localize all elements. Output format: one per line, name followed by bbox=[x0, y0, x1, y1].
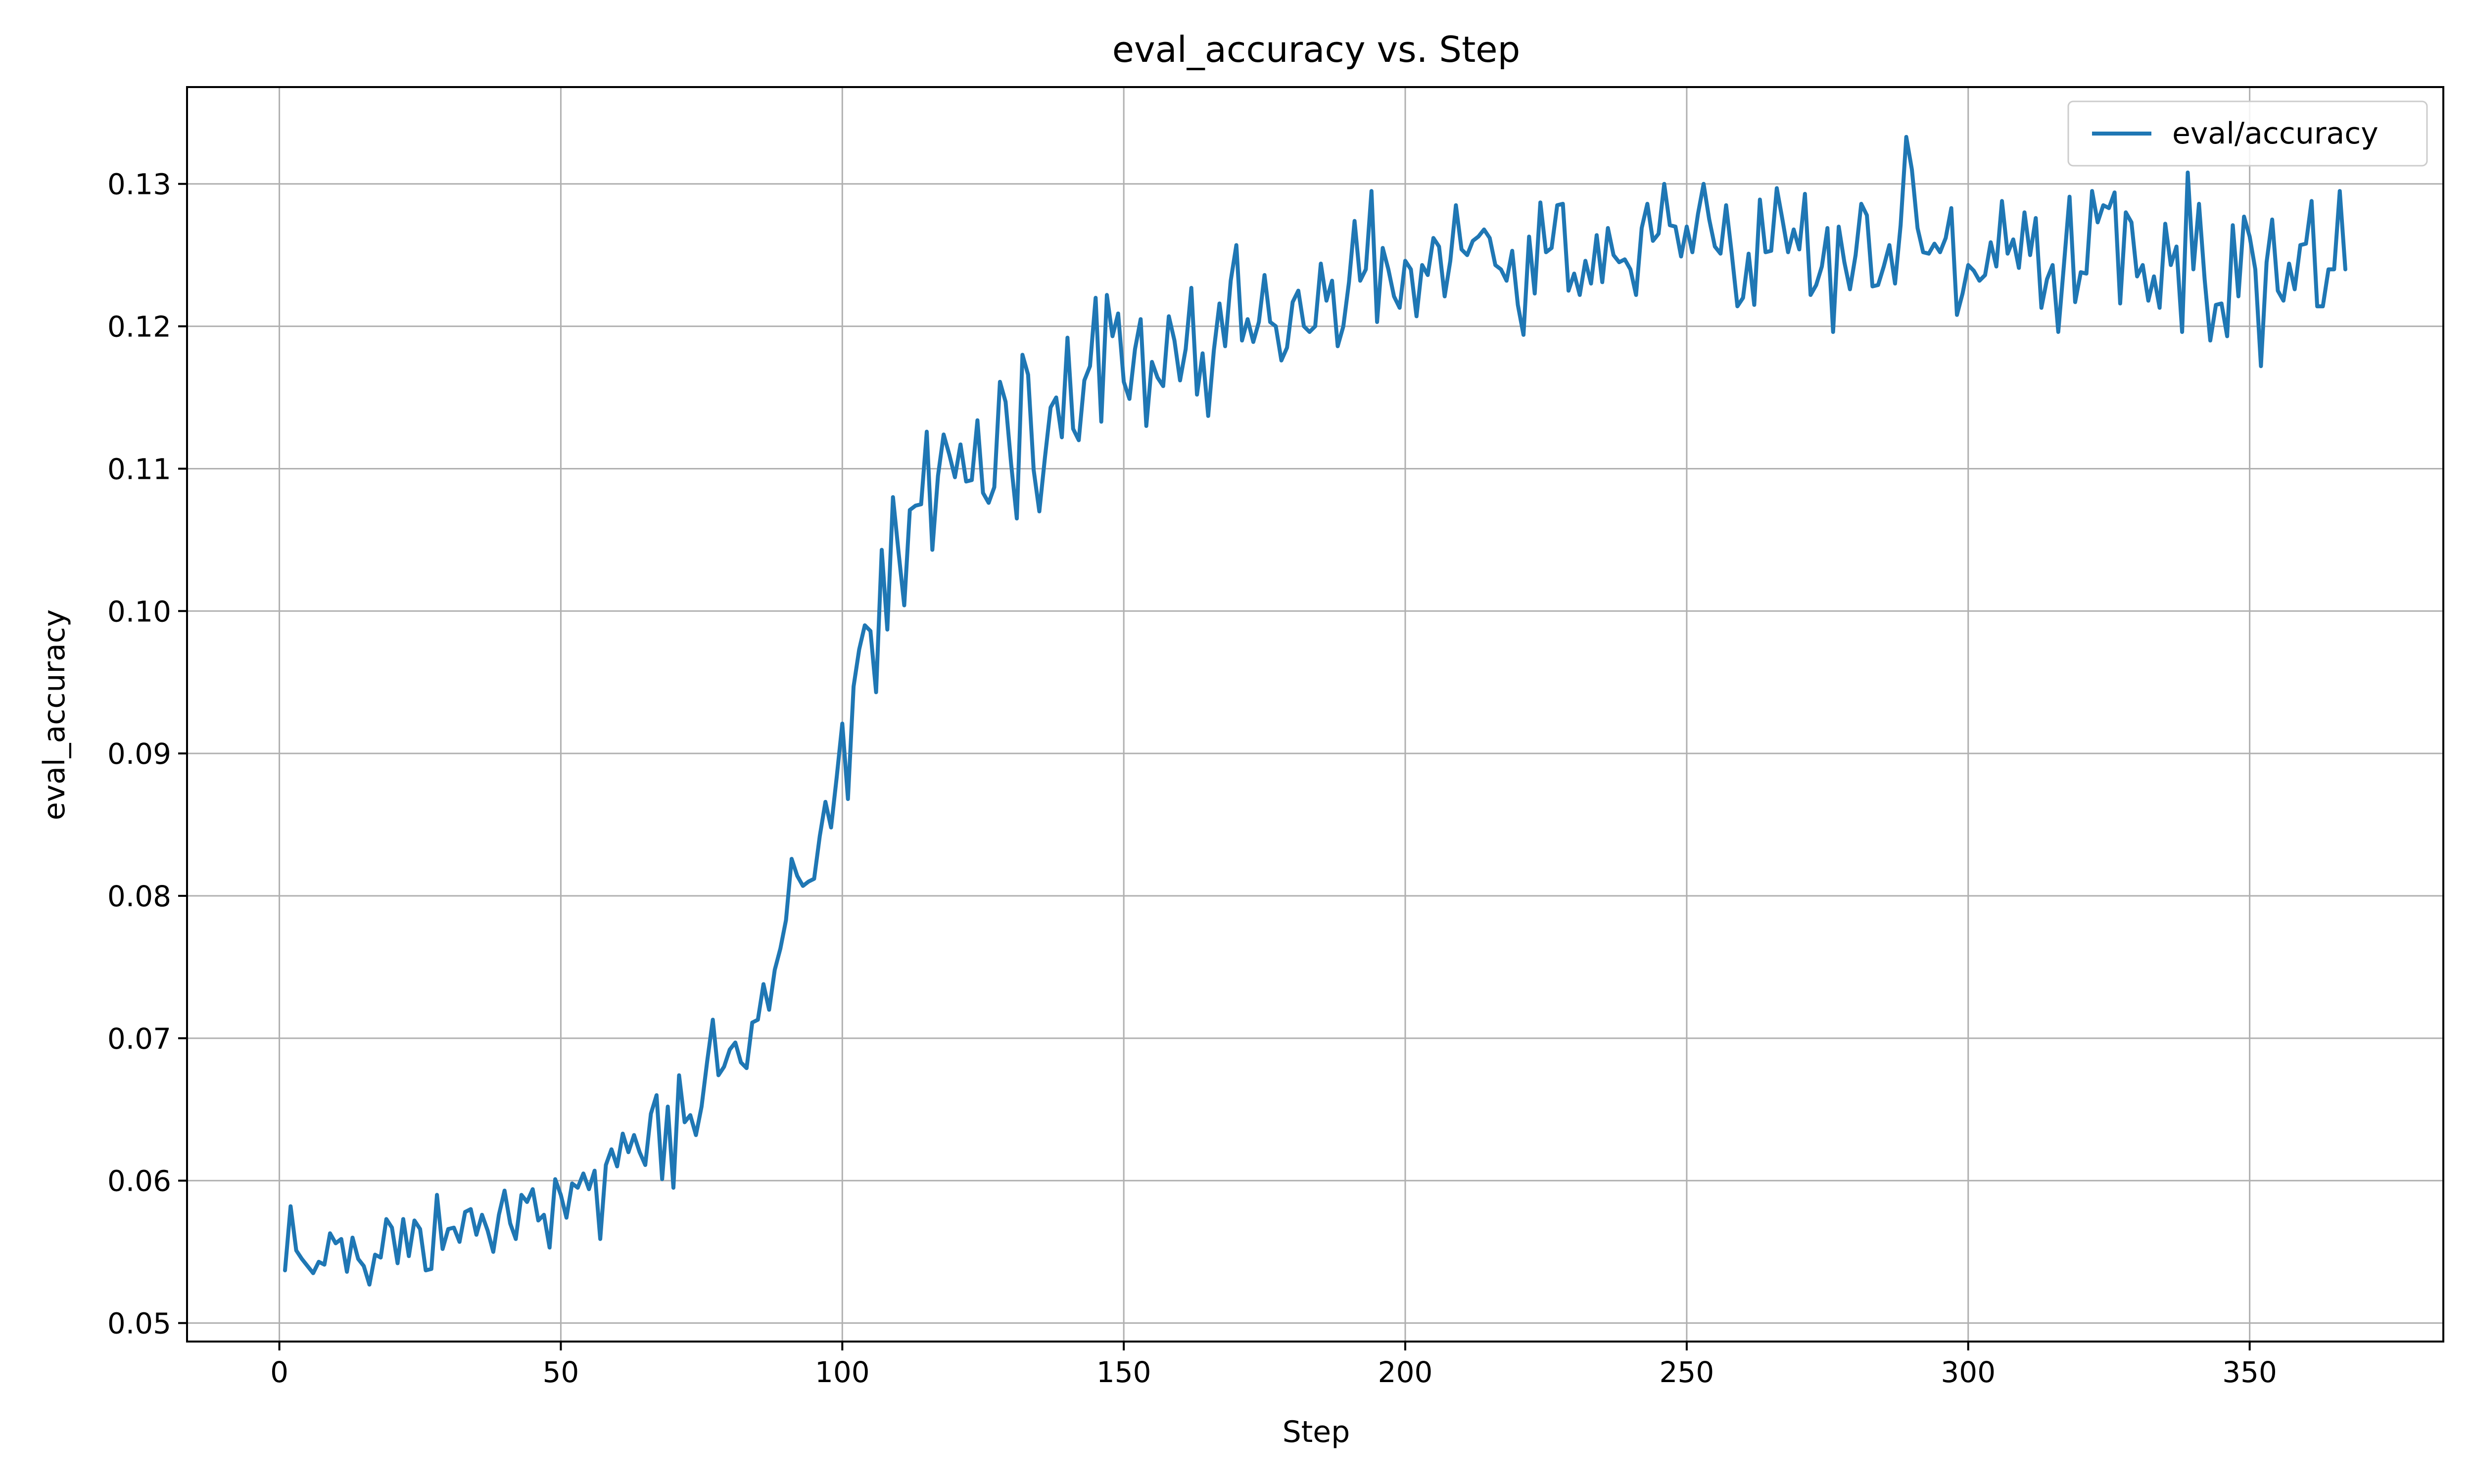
x-tick-label: 50 bbox=[543, 1355, 579, 1389]
legend-label: eval/accuracy bbox=[2172, 116, 2379, 151]
axis-ticks: 0 50 100 150 200 250 300 350 0.05 0.06 0.07 0.08 0.0… bbox=[107, 168, 2277, 1389]
series-line-eval-accuracy bbox=[283, 135, 2347, 1287]
y-tick-label: 0.12 bbox=[107, 310, 171, 344]
y-tick-label: 0.11 bbox=[107, 452, 171, 486]
plot-frame bbox=[186, 86, 2444, 1343]
x-tick-label: 100 bbox=[815, 1355, 870, 1389]
chart-title: eval_accuracy vs. Step bbox=[1112, 29, 1521, 70]
x-tick-label: 350 bbox=[2222, 1355, 2277, 1389]
grid-lines bbox=[187, 87, 2443, 1342]
x-tick-label: 300 bbox=[1941, 1355, 1996, 1389]
y-tick-label: 0.07 bbox=[107, 1022, 171, 1056]
y-tick-label: 0.09 bbox=[107, 737, 171, 771]
x-tick-label: 250 bbox=[1660, 1355, 1714, 1389]
y-tick-label: 0.08 bbox=[107, 880, 171, 913]
legend: eval/accuracy bbox=[2067, 100, 2428, 167]
y-tick-label: 0.06 bbox=[107, 1164, 171, 1198]
x-tick-label: 150 bbox=[1096, 1355, 1151, 1389]
y-tick-label: 0.05 bbox=[107, 1307, 171, 1341]
x-tick-label: 0 bbox=[270, 1355, 288, 1389]
x-axis-label: Step bbox=[1283, 1415, 1350, 1449]
x-tick-label: 200 bbox=[1378, 1355, 1433, 1389]
y-tick-label: 0.13 bbox=[107, 168, 171, 201]
y-tick-label: 0.10 bbox=[107, 595, 171, 628]
legend-box bbox=[2067, 100, 2428, 167]
y-axis-label: eval_accuracy bbox=[37, 609, 72, 821]
